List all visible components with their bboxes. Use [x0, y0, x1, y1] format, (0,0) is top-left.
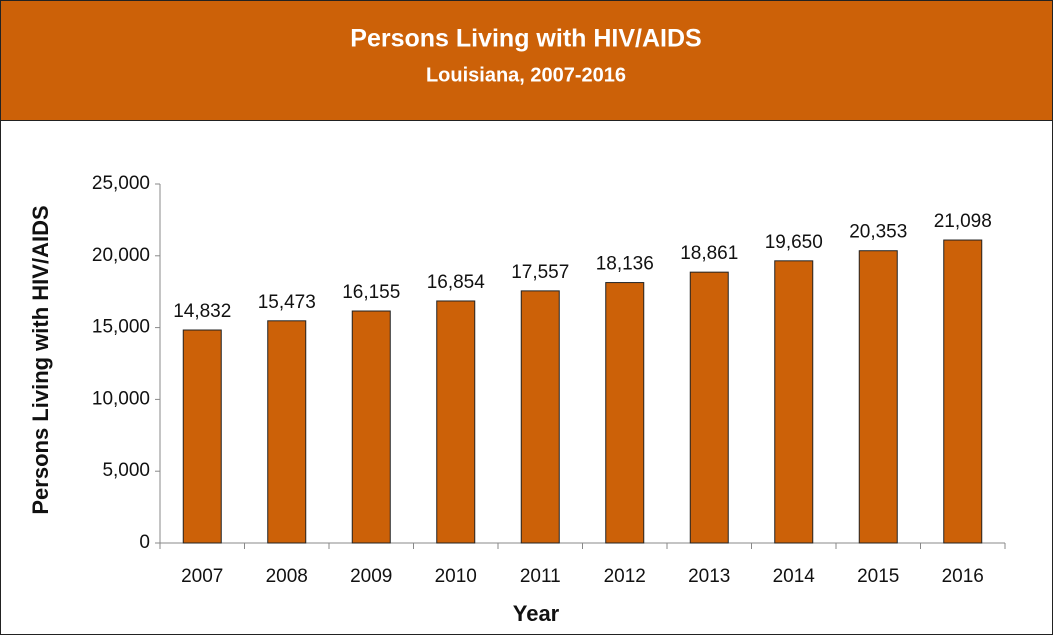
chart-title: Persons Living with HIV/AIDS — [350, 25, 701, 53]
x-tick-label: 2007 — [181, 566, 223, 587]
bar — [689, 271, 729, 544]
data-label: 20,353 — [849, 222, 907, 243]
bar — [351, 310, 391, 544]
data-label: 18,136 — [596, 254, 654, 275]
data-label: 21,098 — [934, 211, 992, 232]
chart-subtitle: Louisiana, 2007-2016 — [426, 64, 626, 86]
bar — [267, 320, 307, 544]
data-label: 19,650 — [765, 232, 823, 253]
y-tick-label: 25,000 — [92, 173, 150, 194]
bar — [182, 329, 222, 544]
x-tick-label: 2016 — [942, 566, 984, 587]
x-tick-label: 2011 — [520, 566, 561, 587]
bar — [943, 239, 983, 544]
x-tick-label: 2012 — [604, 566, 646, 587]
data-label: 17,557 — [511, 262, 569, 283]
y-axis-title: Persons Living with HIV/AIDS — [28, 205, 53, 514]
data-label: 16,854 — [427, 272, 486, 293]
data-label: 18,861 — [680, 243, 738, 264]
data-label: 16,155 — [342, 282, 400, 303]
header-band — [0, 0, 1053, 121]
data-label: 14,832 — [173, 301, 231, 322]
data-label: 15,473 — [258, 292, 316, 313]
x-tick-label: 2015 — [857, 566, 899, 587]
y-tick-label: 15,000 — [92, 317, 150, 338]
x-axis-title: Year — [513, 601, 560, 626]
bar — [774, 260, 814, 544]
bar — [605, 282, 645, 544]
x-tick-label: 2013 — [688, 566, 730, 587]
bar — [436, 300, 476, 544]
bar — [520, 290, 560, 544]
bar — [858, 250, 898, 544]
y-tick-label: 10,000 — [92, 388, 150, 409]
x-tick-label: 2010 — [435, 566, 477, 587]
y-tick-label: 5,000 — [102, 460, 150, 481]
x-tick-label: 2014 — [773, 566, 816, 587]
x-tick-label: 2008 — [266, 566, 308, 587]
x-tick-label: 2009 — [350, 566, 392, 587]
y-tick-label: 0 — [139, 532, 150, 553]
y-tick-label: 20,000 — [92, 245, 150, 266]
